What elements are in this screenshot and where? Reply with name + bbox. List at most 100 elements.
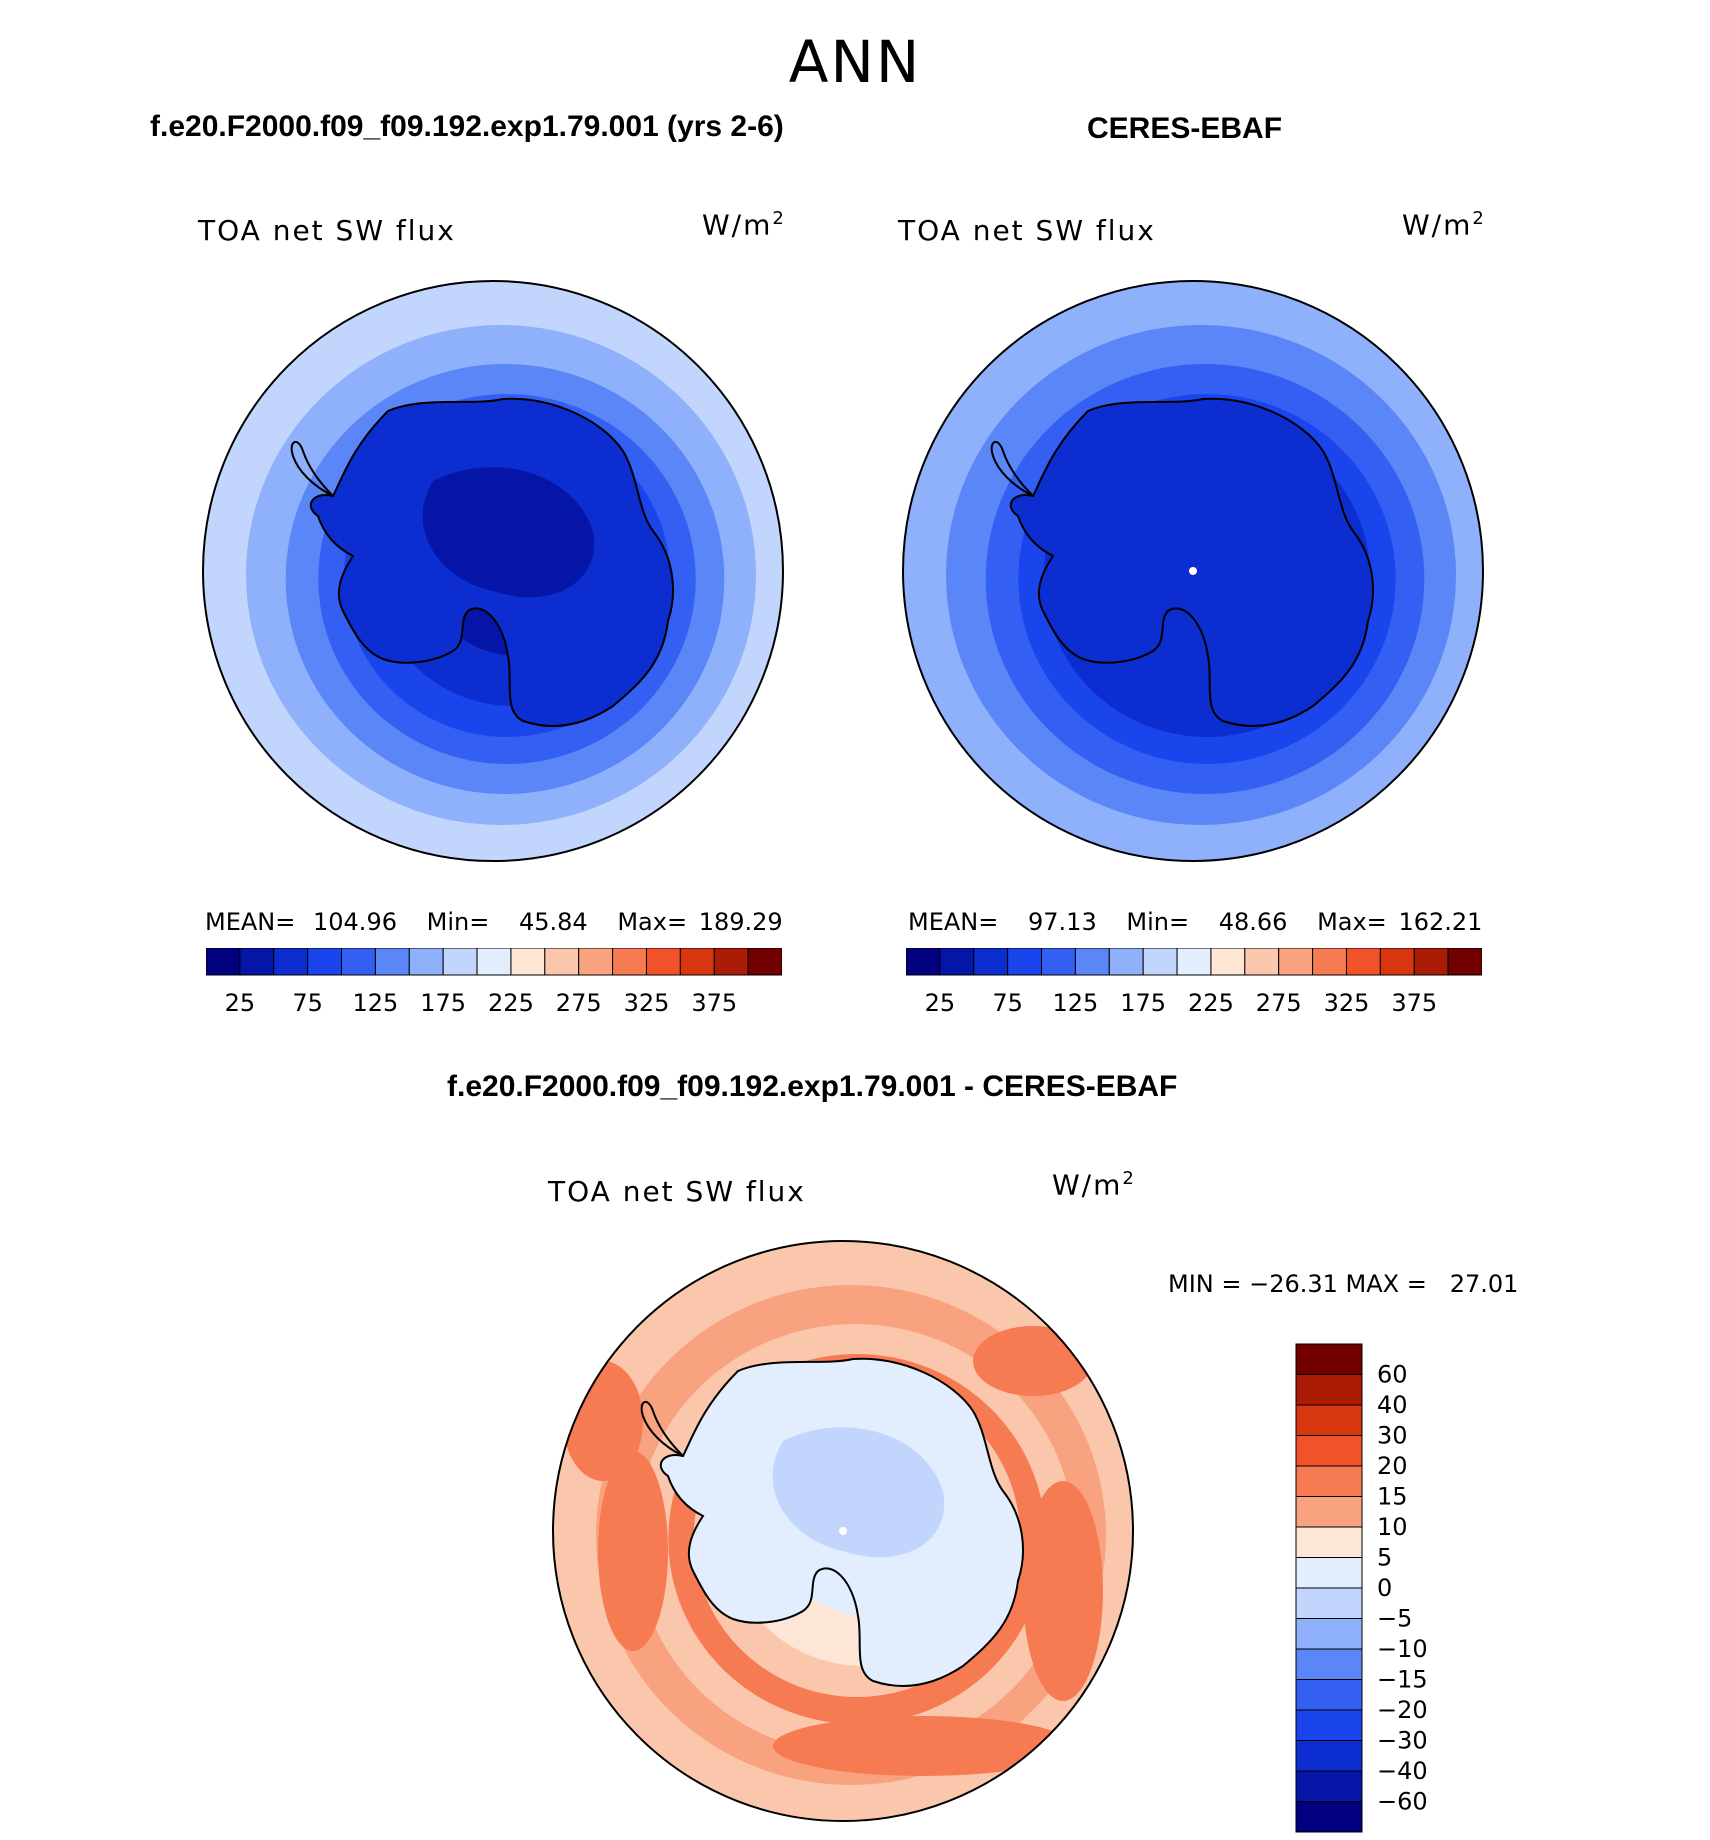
colorbar-swatch — [578, 948, 614, 976]
colorbar-swatch — [1108, 948, 1144, 976]
model-max-label: Max= — [617, 908, 688, 936]
colorbar-tick-label: 25 — [925, 989, 956, 1017]
colorbar-tick-label: 325 — [624, 989, 670, 1017]
contour-band — [772, 1427, 945, 1558]
colorbar-swatch — [1210, 948, 1246, 976]
colorbar-swatch — [1278, 948, 1314, 976]
colorbar-tick-label: 15 — [1377, 1483, 1408, 1511]
colorbar-swatch — [1295, 1618, 1363, 1650]
obs-colorbar: 25 75 125 175 225 275 325 375 — [906, 948, 1482, 1017]
model-mean-value: 104.96 — [313, 908, 397, 936]
colorbar-tick-label: 375 — [691, 989, 737, 1017]
colorbar-swatch — [906, 948, 941, 976]
colorbar-tick-label: −15 — [1377, 1666, 1428, 1694]
contour-band — [1023, 1481, 1103, 1701]
colorbar-swatch — [1295, 1557, 1363, 1589]
model-min-label: Min= — [426, 908, 490, 936]
colorbar-tick-label: 75 — [992, 989, 1023, 1017]
obs-polar-map — [902, 280, 1484, 862]
colorbar-swatch — [1295, 1496, 1363, 1528]
obs-min-label: Min= — [1126, 908, 1190, 936]
colorbar-swatch — [973, 948, 1009, 976]
model-units-label: W/m2 — [702, 208, 786, 242]
colorbar-swatch — [544, 948, 580, 976]
colorbar-swatch — [1295, 1587, 1363, 1619]
colorbar-swatch — [1295, 1465, 1363, 1497]
obs-units-label: W/m2 — [1402, 208, 1486, 242]
colorbar-tick-label: 30 — [1377, 1422, 1408, 1450]
colorbar-swatch — [1413, 948, 1449, 976]
coastline — [990, 441, 1034, 497]
colorbar-tick-label: 375 — [1391, 989, 1437, 1017]
model-colorbar: 25 75 125 175 225 275 325 375 — [206, 948, 782, 1017]
map-boundary — [902, 280, 1484, 862]
map-boundary — [552, 1240, 1134, 1822]
model-variable-label: TOA net SW flux — [198, 214, 456, 247]
colorbar-tick-label: 175 — [420, 989, 466, 1017]
colorbar-swatch — [1379, 948, 1415, 976]
colorbar-swatch — [273, 948, 309, 976]
obs-mean-label: MEAN= — [908, 908, 999, 936]
colorbar-tick-label: 75 — [292, 989, 323, 1017]
diff-units-label: W/m2 — [1052, 1168, 1136, 1202]
colorbar-swatch — [1447, 948, 1482, 976]
colorbar-tick-label: 275 — [1256, 989, 1302, 1017]
model-panel-title: f.e20.F2000.f09_f09.192.exp1.79.001 (yrs… — [150, 110, 784, 143]
model-polar-map — [202, 280, 784, 862]
colorbar-tick-label: 175 — [1120, 989, 1166, 1017]
contour-band — [973, 1326, 1093, 1396]
colorbar-tick-label: −5 — [1377, 1605, 1412, 1633]
obs-variable-label: TOA net SW flux — [898, 214, 1156, 247]
colorbar-tick-label: 5 — [1377, 1544, 1392, 1572]
colorbar-tick-label: 25 — [225, 989, 256, 1017]
colorbar-swatch — [341, 948, 376, 976]
colorbar-swatch — [1295, 1709, 1363, 1741]
pole-marker — [839, 1527, 847, 1535]
colorbar-swatch — [1312, 948, 1347, 976]
model-mean-label: MEAN= — [205, 908, 296, 936]
obs-stats: MEAN= 97.13 Min= 48.66 Max= 162.21 — [908, 908, 1482, 936]
colorbar-tick-label: −30 — [1377, 1727, 1428, 1755]
contour-band — [773, 1716, 1073, 1776]
colorbar-tick-label: 125 — [353, 989, 399, 1017]
colorbar-tick-label: 60 — [1377, 1361, 1408, 1389]
model-min-value: 45.84 — [518, 908, 588, 936]
colorbar-tick-label: 40 — [1377, 1391, 1408, 1419]
colorbar-swatch — [1295, 1526, 1363, 1558]
colorbar-tick-label: 325 — [1324, 989, 1370, 1017]
colorbar-swatch — [713, 948, 749, 976]
colorbar-swatch — [307, 948, 343, 976]
colorbar-swatch — [1295, 1801, 1363, 1833]
colorbar-swatch — [1074, 948, 1110, 976]
colorbar-swatch — [679, 948, 715, 976]
obs-max-label: Max= — [1317, 908, 1387, 936]
colorbar-swatch — [1295, 1404, 1363, 1436]
colorbar-swatch — [1295, 1435, 1363, 1467]
coastline — [309, 397, 674, 727]
colorbar-swatch — [1142, 948, 1178, 976]
model-max-value: 189.29 — [698, 908, 783, 936]
colorbar-tick-label: −10 — [1377, 1635, 1428, 1663]
antarctica-land — [1010, 398, 1373, 727]
colorbar-tick-label: −40 — [1377, 1757, 1428, 1785]
coastline — [290, 441, 334, 497]
coastline — [640, 1401, 684, 1457]
colorbar-swatch — [645, 948, 681, 976]
colorbar-swatch — [1295, 1770, 1363, 1802]
colorbar-swatch — [1295, 1740, 1363, 1772]
colorbar-swatch — [510, 948, 546, 976]
colorbar-tick-label: −60 — [1377, 1788, 1428, 1816]
colorbar-swatch — [1244, 948, 1280, 976]
colorbar-tick-label: 275 — [556, 989, 602, 1017]
obs-min-value: 48.66 — [1218, 908, 1288, 936]
diff-panel-title: f.e20.F2000.f09_f09.192.exp1.79.001 - CE… — [447, 1070, 1178, 1103]
colorbar-swatch — [747, 948, 782, 976]
diff-variable-label: TOA net SW flux — [548, 1175, 806, 1208]
colorbar-swatch — [939, 948, 975, 976]
colorbar-swatch — [1295, 1374, 1363, 1406]
colorbar-tick-label: 225 — [488, 989, 534, 1017]
colorbar-swatch — [1295, 1648, 1363, 1680]
coastline — [659, 1357, 1024, 1687]
colorbar-swatch — [408, 948, 444, 976]
